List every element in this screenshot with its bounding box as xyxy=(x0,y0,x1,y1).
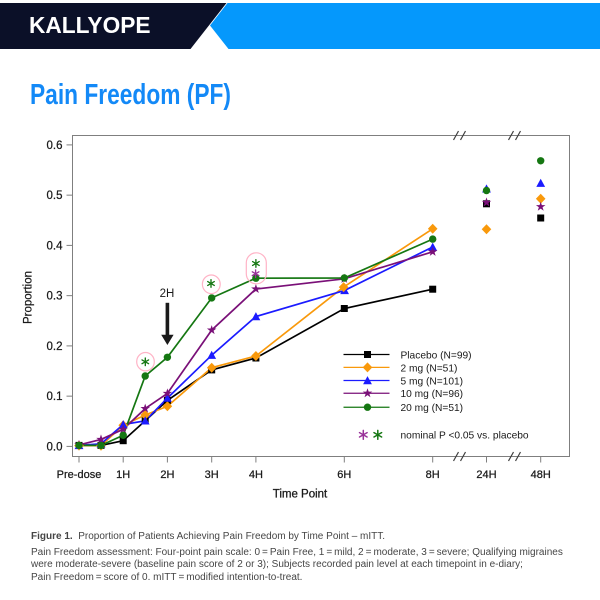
svg-text:2H: 2H xyxy=(160,469,174,481)
svg-text:Time Point: Time Point xyxy=(273,489,328,501)
svg-text:2H: 2H xyxy=(160,288,175,300)
svg-text:20 mg (N=51): 20 mg (N=51) xyxy=(401,403,464,414)
svg-text:0.6: 0.6 xyxy=(47,140,63,152)
svg-text:Placebo (N=99): Placebo (N=99) xyxy=(401,351,472,362)
svg-text:5 mg (N=101): 5 mg (N=101) xyxy=(401,377,464,388)
svg-text:48H: 48H xyxy=(531,469,551,481)
svg-text:Pain Freedom (PF): Pain Freedom (PF) xyxy=(30,79,231,111)
svg-text:1H: 1H xyxy=(116,469,130,481)
svg-text:3H: 3H xyxy=(205,469,219,481)
svg-text:24H: 24H xyxy=(476,469,496,481)
svg-text:Proportion: Proportion xyxy=(23,271,35,324)
svg-text:0.0: 0.0 xyxy=(47,441,63,453)
svg-text:2 mg (N=51): 2 mg (N=51) xyxy=(401,363,458,374)
svg-text:4H: 4H xyxy=(249,469,263,481)
svg-text:0.3: 0.3 xyxy=(47,291,63,303)
svg-text:0.4: 0.4 xyxy=(47,240,64,252)
svg-text:8H: 8H xyxy=(426,469,440,481)
svg-text:10 mg (N=96): 10 mg (N=96) xyxy=(401,389,464,400)
svg-text:Pre-dose: Pre-dose xyxy=(57,469,102,481)
svg-text:6H: 6H xyxy=(337,469,351,481)
svg-text:nominal P <0.05 vs. placebo: nominal P <0.05 vs. placebo xyxy=(401,431,529,442)
svg-text:0.2: 0.2 xyxy=(47,341,63,353)
svg-text:0.5: 0.5 xyxy=(47,190,63,202)
svg-text:0.1: 0.1 xyxy=(47,391,63,403)
svg-text:KALLYOPE: KALLYOPE xyxy=(29,12,151,38)
